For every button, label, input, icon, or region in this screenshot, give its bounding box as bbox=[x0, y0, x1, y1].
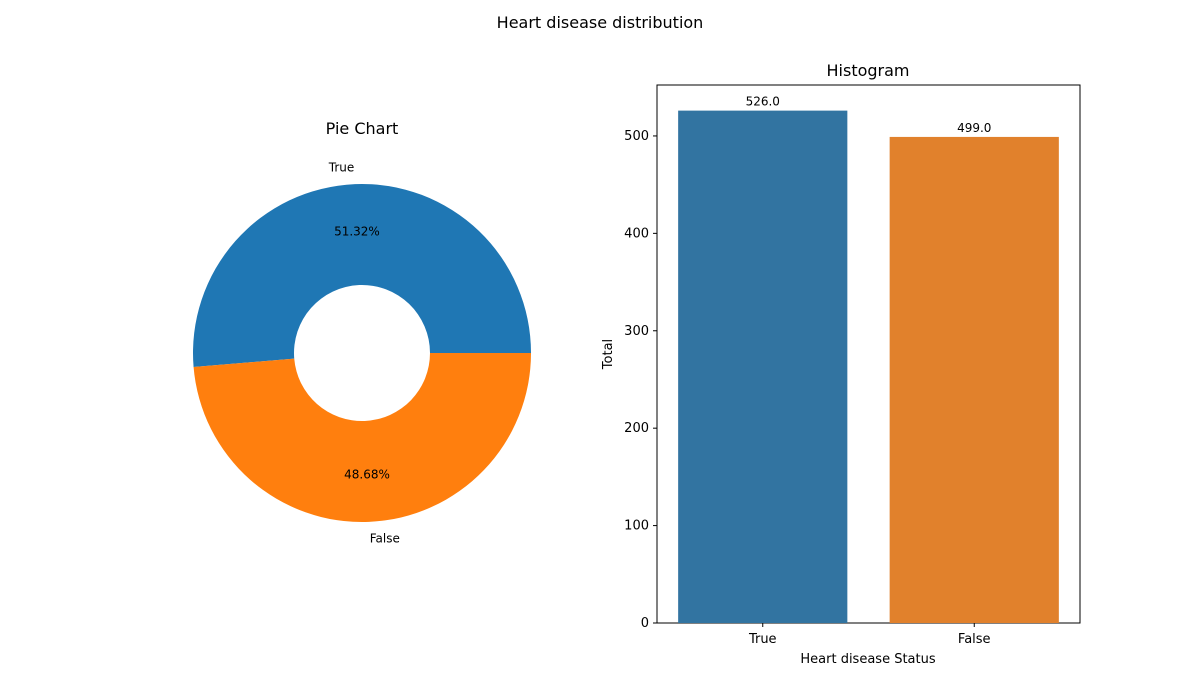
pie-label-false: False bbox=[370, 532, 400, 546]
pie-label-true: True bbox=[328, 160, 355, 174]
bar-false bbox=[889, 136, 1059, 623]
pie-percent-true: 51.32% bbox=[334, 224, 380, 238]
bar-chart-title: Histogram bbox=[827, 61, 910, 80]
x-tick-label-false: False bbox=[958, 632, 991, 647]
pie-chart: Pie Chart True 51.32% False 48.68% bbox=[193, 119, 532, 546]
x-tick-label-true: True bbox=[748, 632, 777, 647]
figure-suptitle: Heart disease distribution bbox=[497, 13, 704, 32]
pie-chart-title: Pie Chart bbox=[326, 119, 399, 138]
bar-true bbox=[678, 110, 848, 624]
pie-slice-false bbox=[193, 353, 531, 522]
bar-value-label-true: 526.0 bbox=[746, 95, 780, 109]
pie-slice-true bbox=[193, 184, 532, 368]
y-tick-label: 0 bbox=[641, 616, 649, 631]
bar-value-label-false: 499.0 bbox=[957, 121, 991, 135]
bar-chart-axes-frame bbox=[656, 84, 1081, 624]
y-tick-label: 100 bbox=[624, 519, 649, 534]
pie-percent-false: 48.68% bbox=[344, 468, 390, 482]
y-tick-label: 500 bbox=[624, 129, 649, 144]
bar-chart-y-axis-label: Total bbox=[601, 339, 616, 370]
bar-chart: Histogram Heart disease Status Total 0 10… bbox=[601, 61, 1081, 667]
bar-chart-x-axis-label: Heart disease Status bbox=[800, 652, 935, 667]
y-tick-label: 300 bbox=[624, 324, 649, 339]
y-tick-label: 400 bbox=[624, 226, 649, 241]
y-tick-label: 200 bbox=[624, 421, 649, 436]
